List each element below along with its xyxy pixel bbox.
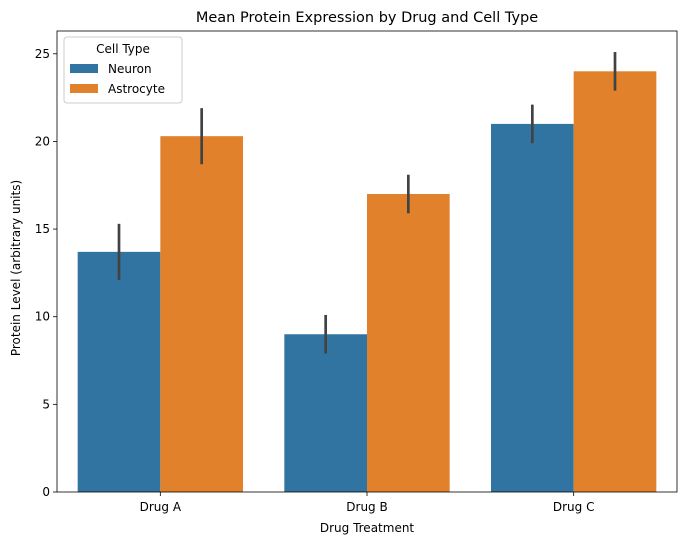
- chart-title: Mean Protein Expression by Drug and Cell…: [196, 10, 538, 26]
- x-axis-label: Drug Treatment: [320, 521, 415, 535]
- bar-astrocyte-1: [160, 136, 243, 493]
- y-tick-label: 0: [42, 485, 50, 499]
- legend: Cell Type Neuron Astrocyte: [63, 36, 183, 104]
- bar-neuron-2: [284, 334, 367, 492]
- legend-swatch-neuron: [70, 64, 98, 73]
- y-tick-label: 10: [35, 310, 50, 324]
- y-tick-label: 5: [42, 397, 50, 411]
- x-tick-label: Drug A: [140, 500, 182, 514]
- y-tick-label: 20: [35, 134, 50, 148]
- y-tick-label: 15: [35, 222, 50, 236]
- x-tick-label: Drug C: [553, 500, 595, 514]
- bar-neuron-3: [491, 123, 574, 493]
- bar-neuron-1: [77, 251, 161, 492]
- bar-astrocyte-3: [573, 71, 657, 493]
- y-tick-label: 25: [35, 47, 50, 61]
- legend-swatch-astrocyte: [70, 84, 98, 93]
- plot-area: 0 5 10 15 20 25 Drug A Drug B Drug C: [35, 30, 678, 514]
- y-axis-label: Protein Level (arbitrary units): [9, 180, 23, 356]
- bar-astrocyte-2: [367, 194, 450, 493]
- legend-title: Cell Type: [96, 42, 150, 56]
- x-tick-label: Drug B: [346, 500, 387, 514]
- legend-label-neuron: Neuron: [108, 62, 152, 76]
- legend-label-astrocyte: Astrocyte: [108, 82, 165, 96]
